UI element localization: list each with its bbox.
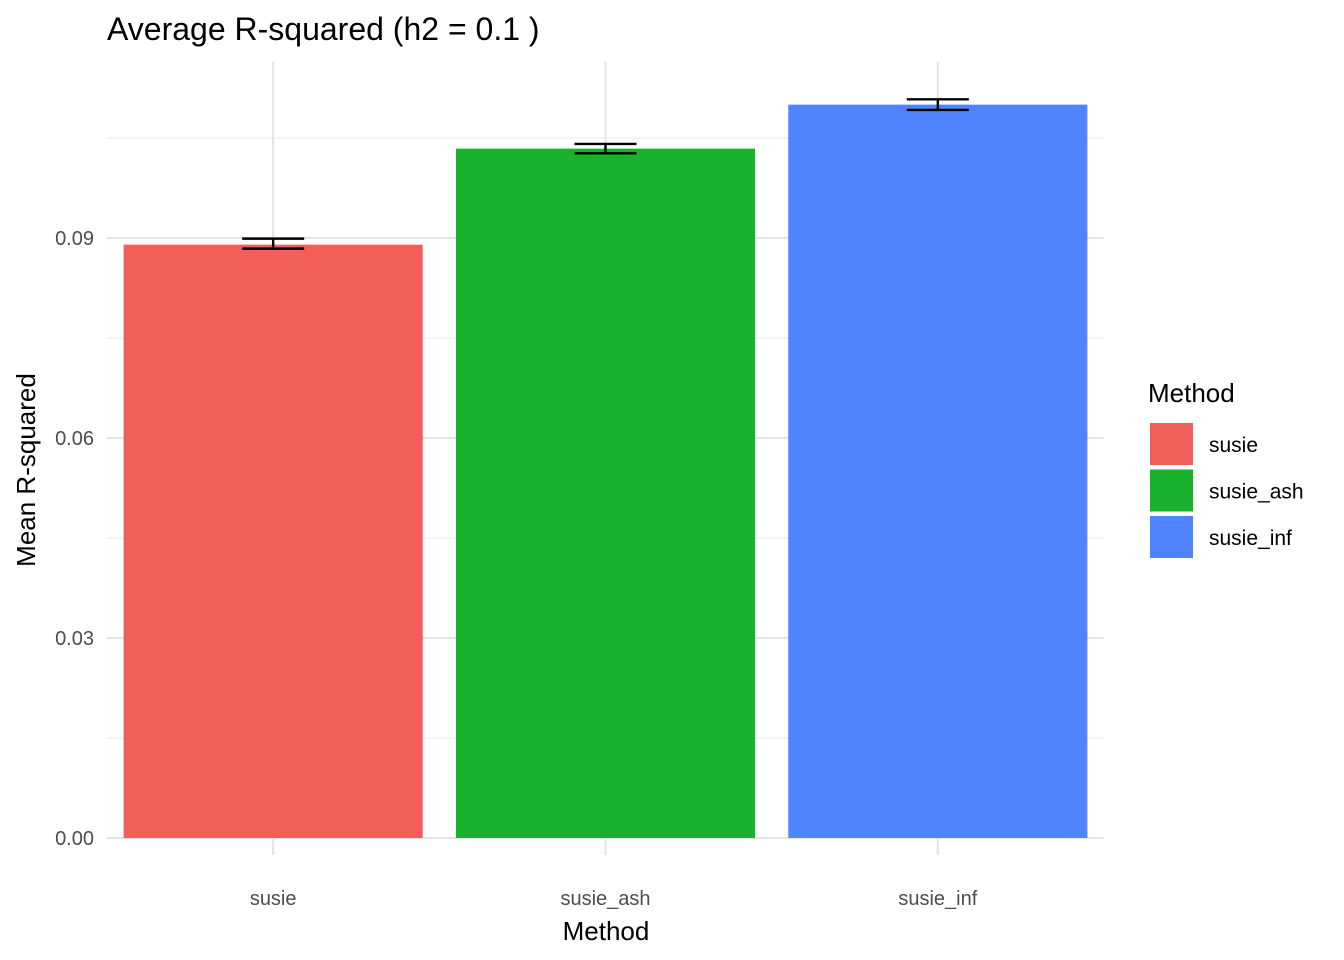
y-axis-title: Mean R-squared	[11, 373, 41, 567]
y-tick-label: 0.09	[55, 228, 94, 250]
legend-label: susie_inf	[1209, 527, 1292, 550]
error-bar-susie-ash	[574, 142, 637, 155]
error-bars	[242, 98, 969, 250]
error-bar-susie-inf	[906, 98, 969, 112]
x-tick-label: susie_inf	[898, 888, 977, 910]
legend-title: Method	[1148, 378, 1235, 408]
legend-items: susie susie_ash susie_inf	[1150, 423, 1304, 558]
chart-title: Average R-squared (h2 = 0.1 )	[107, 11, 540, 47]
bar-susie-inf	[788, 104, 1088, 838]
legend-swatch	[1150, 469, 1193, 512]
y-tick-label: 0.00	[55, 828, 94, 850]
y-tick-label: 0.06	[55, 428, 94, 450]
bars	[123, 104, 1088, 839]
bar-susie-ash	[455, 148, 756, 838]
legend-swatch	[1150, 516, 1193, 558]
x-tick-labels: susie susie_ash susie_inf	[250, 888, 978, 910]
y-tick-label: 0.03	[55, 628, 94, 650]
legend-item-susie-inf: susie_inf	[1150, 516, 1292, 558]
x-axis-title: Method	[563, 916, 650, 946]
legend-item-susie-ash: susie_ash	[1150, 469, 1304, 512]
x-tick-label: susie	[250, 888, 297, 910]
legend-label: susie	[1209, 434, 1258, 457]
legend-item-susie: susie	[1150, 423, 1258, 465]
y-tick-labels: 0.00 0.03 0.06 0.09	[55, 228, 94, 850]
legend-swatch	[1150, 423, 1193, 465]
legend-label: susie_ash	[1209, 481, 1304, 504]
x-tick-label: susie_ash	[560, 888, 650, 910]
bar-susie	[123, 244, 423, 839]
legend: Method susie susie_ash susie_inf	[1148, 378, 1304, 558]
error-bar-susie	[242, 237, 305, 250]
